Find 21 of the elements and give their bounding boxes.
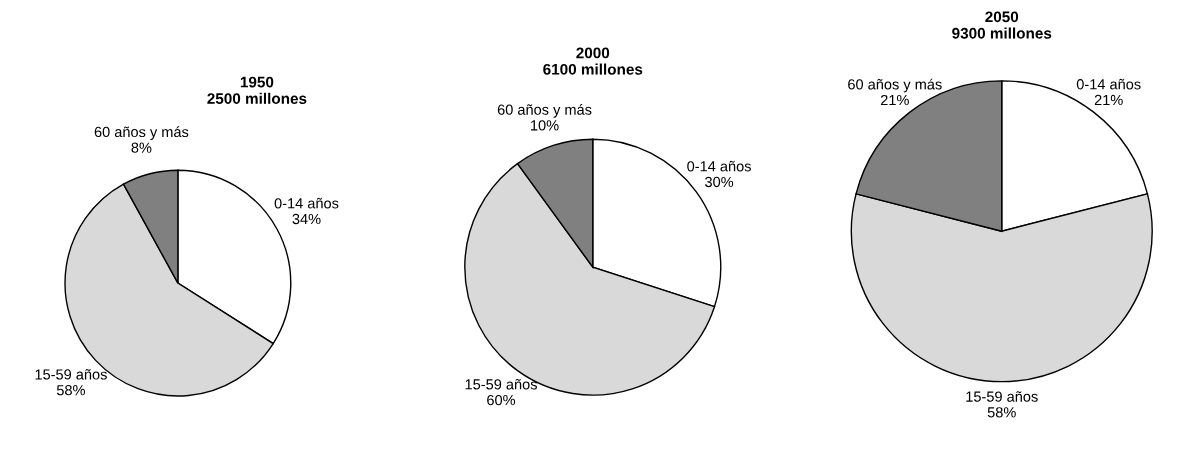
data-label: 21%	[880, 94, 909, 106]
slice-label: 15-59 años	[465, 378, 537, 390]
slice-label: 60 años y más	[94, 126, 189, 140]
slice-label: 0-14 años	[687, 160, 751, 172]
data-label: 10%	[531, 120, 559, 131]
chart-title: 2050 9300 millones	[952, 11, 1052, 39]
slice-label: 0-14 años	[1076, 78, 1141, 90]
data-label: 60%	[487, 394, 516, 406]
data-label: 58%	[987, 407, 1016, 418]
data-label: 21%	[1094, 94, 1123, 106]
slice-label: 15-59 años	[35, 369, 107, 380]
slice-label: 60 años y más	[848, 78, 942, 93]
data-label: 30%	[705, 176, 734, 188]
data-label: 34%	[292, 213, 321, 225]
data-label: 58%	[56, 384, 85, 396]
slice-label: 0-14 años	[274, 197, 339, 209]
chart-title: 1950 2500 millones	[207, 76, 307, 104]
slice-label: 60 años y más	[497, 103, 592, 118]
chart-title: 2000 6100 millones	[543, 47, 643, 75]
slice-label: 15-59 años	[966, 391, 1038, 402]
data-label: 8%	[131, 142, 152, 153]
